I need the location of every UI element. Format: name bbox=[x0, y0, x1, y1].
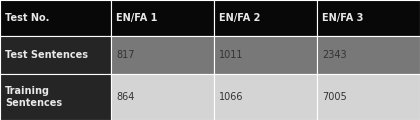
Bar bbox=[111, 0, 214, 36]
Text: 817: 817 bbox=[116, 50, 135, 60]
Bar bbox=[0, 0, 111, 36]
Bar bbox=[0, 74, 111, 120]
Text: EN/FA 2: EN/FA 2 bbox=[219, 13, 261, 23]
Bar bbox=[317, 74, 420, 120]
Bar bbox=[0, 36, 111, 74]
Text: 2343: 2343 bbox=[322, 50, 347, 60]
Bar bbox=[317, 0, 420, 36]
Bar bbox=[317, 36, 420, 74]
Text: 1066: 1066 bbox=[219, 92, 244, 102]
Text: 1011: 1011 bbox=[219, 50, 244, 60]
Bar bbox=[214, 36, 317, 74]
Text: Test Sentences: Test Sentences bbox=[5, 50, 88, 60]
Bar bbox=[214, 0, 317, 36]
Text: 7005: 7005 bbox=[322, 92, 347, 102]
Bar bbox=[214, 74, 317, 120]
Text: Training
Sentences: Training Sentences bbox=[5, 86, 62, 108]
Text: 864: 864 bbox=[116, 92, 135, 102]
Bar bbox=[111, 74, 214, 120]
Bar bbox=[111, 36, 214, 74]
Text: EN/FA 3: EN/FA 3 bbox=[322, 13, 364, 23]
Text: Test No.: Test No. bbox=[5, 13, 50, 23]
Text: EN/FA 1: EN/FA 1 bbox=[116, 13, 158, 23]
